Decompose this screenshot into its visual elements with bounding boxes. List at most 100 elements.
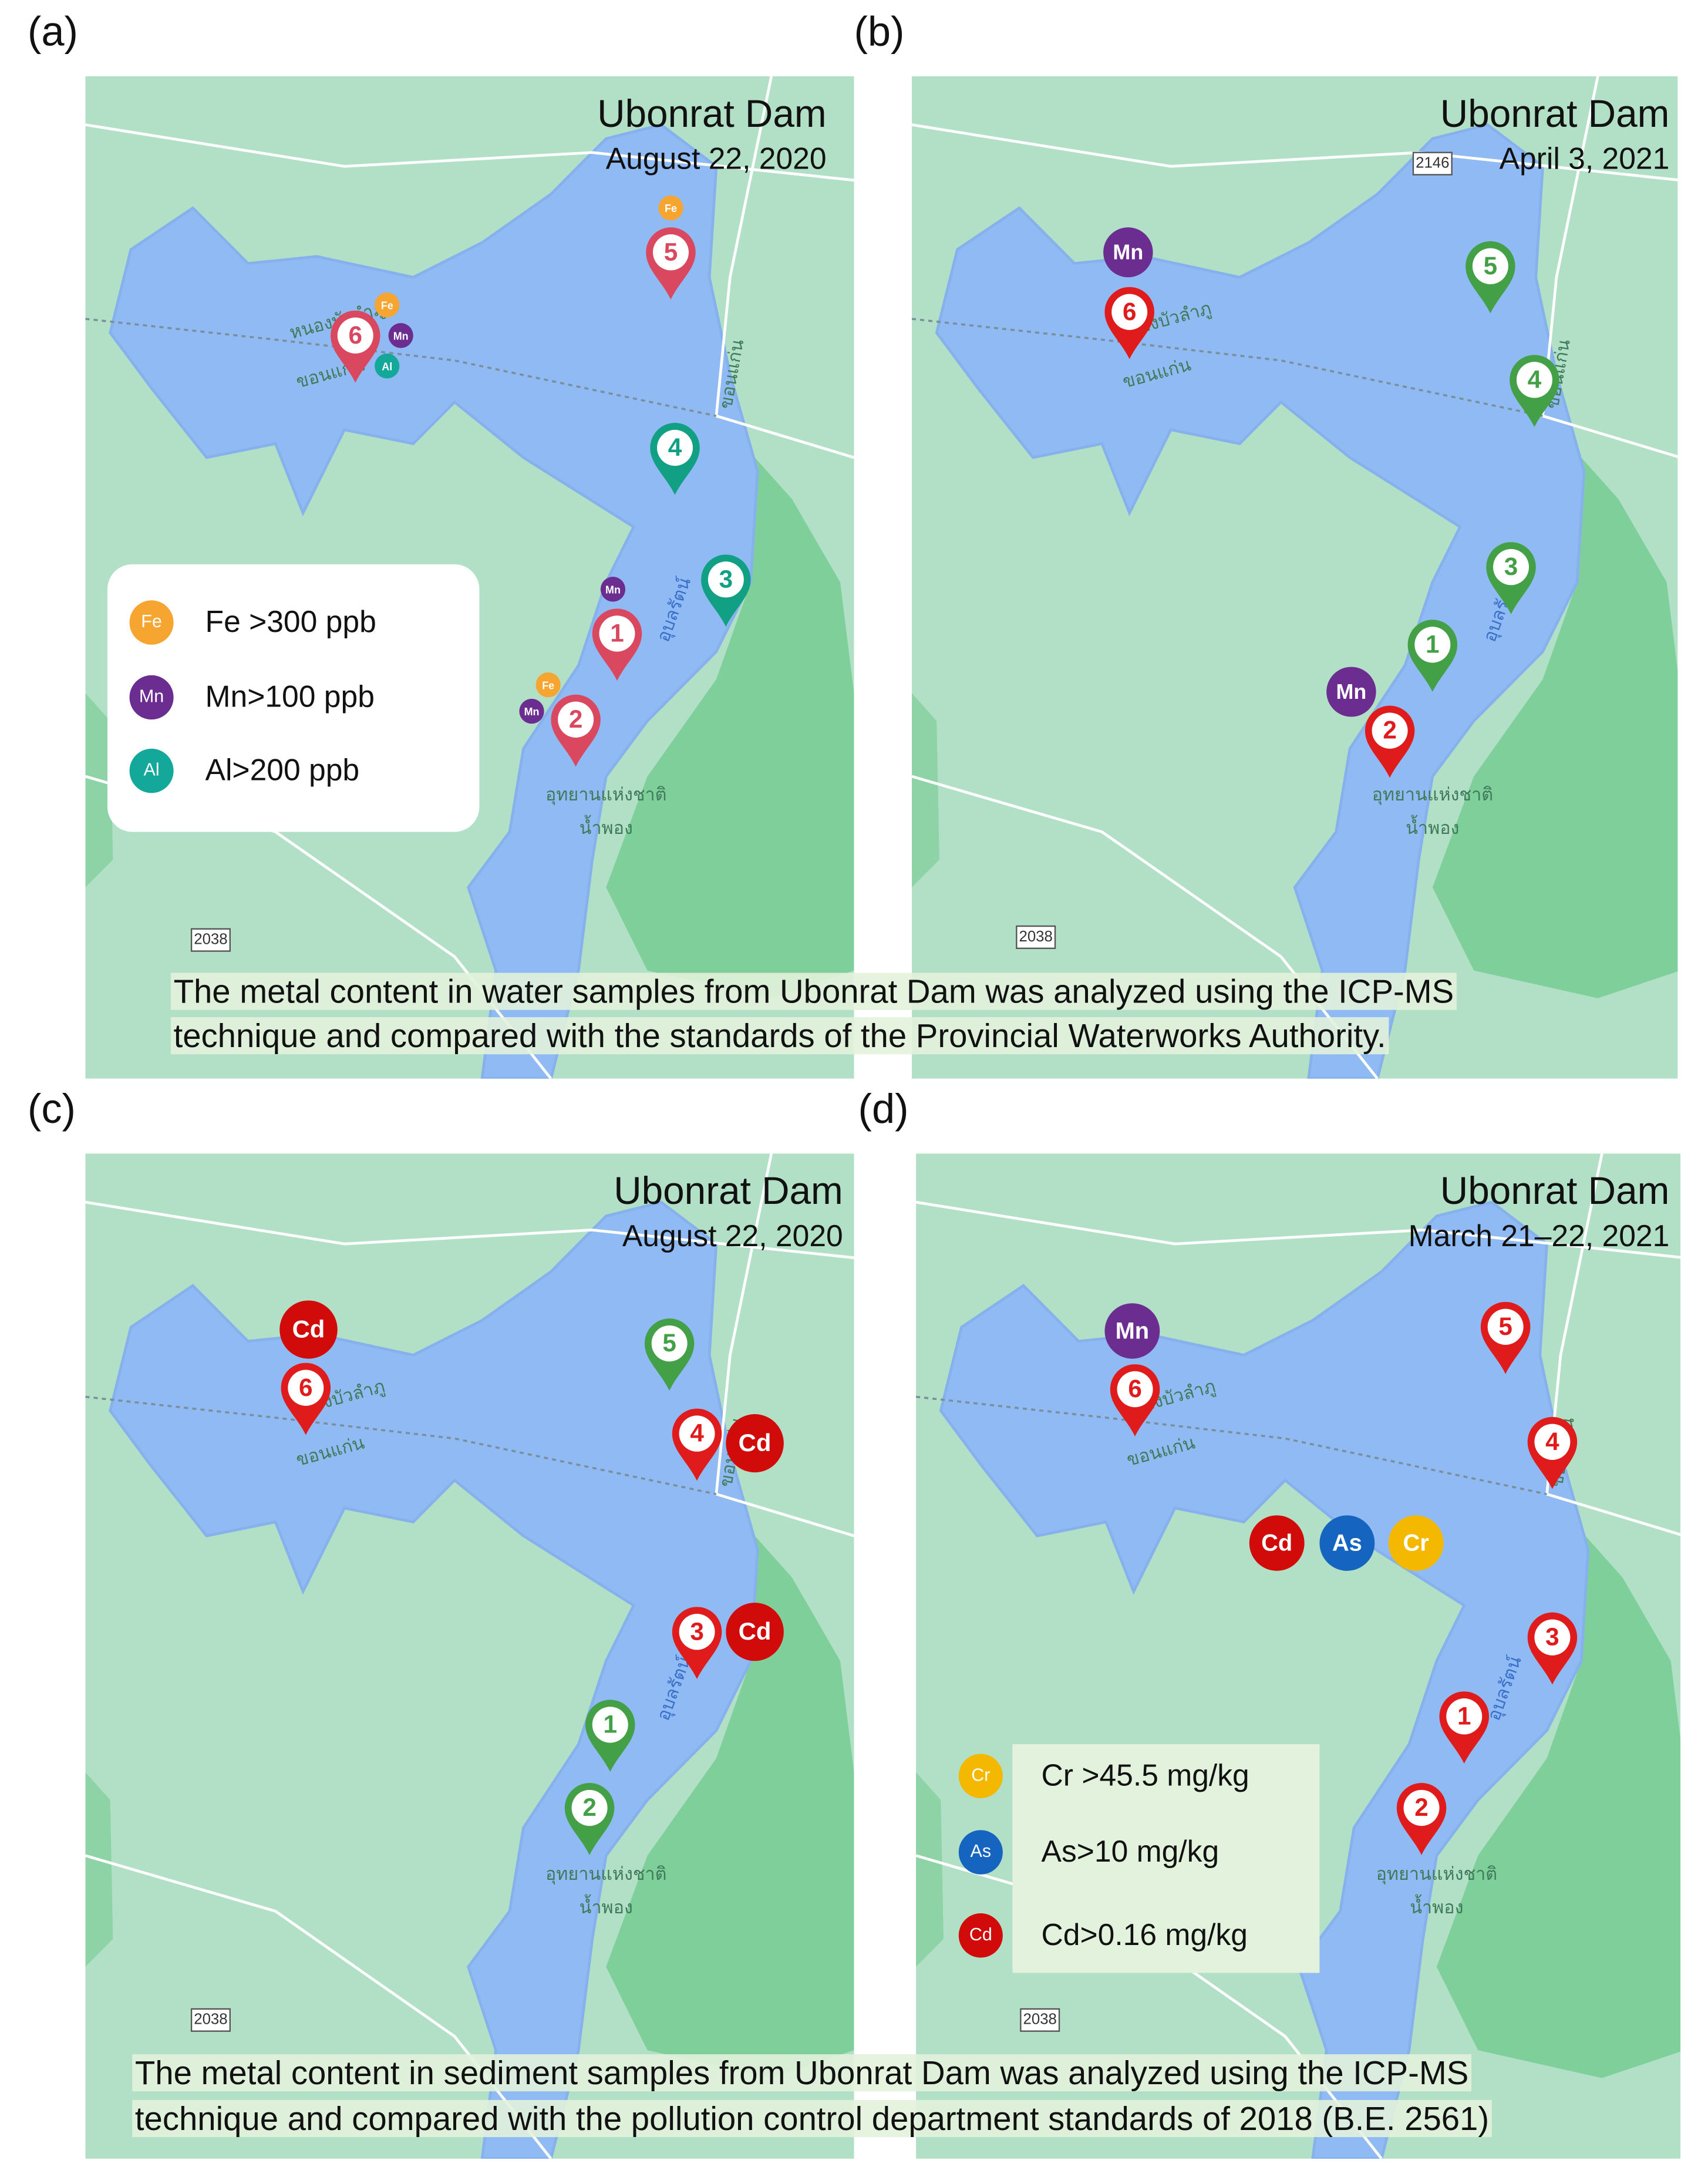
metal-badge-label: Fe (381, 300, 393, 311)
map-date: April 3, 2021 (1500, 141, 1670, 175)
panel-label: (b) (854, 8, 905, 55)
site-number: 4 (668, 433, 682, 461)
metal-badge (535, 672, 561, 698)
place-label: น้ำพอง (580, 815, 633, 838)
metal-badge (1319, 1515, 1375, 1571)
metal-badge-label: Mn (605, 584, 621, 595)
metal-badge-label: Mn (524, 706, 540, 718)
site-pin-inner (599, 615, 635, 652)
map-date: August 22, 2020 (606, 141, 827, 175)
forest (85, 1772, 113, 1967)
metal-badge (519, 698, 544, 724)
metal-badge (375, 292, 400, 318)
site-pin-inner (1534, 1619, 1571, 1655)
site-pin-inner (1516, 362, 1552, 398)
metal-badge-label: As (1332, 1530, 1362, 1556)
map: หนองบัวลำภูขอนแก่นอุบลรัตน์อุทยานแห่งชาต… (912, 76, 1678, 1079)
map-panel: หนองบัวลำภูขอนแก่นอุบลรัตน์อุทยานแห่งชาต… (85, 1153, 854, 2159)
caption-line: The metal content in water samples from … (174, 973, 1454, 1010)
legend-badge (958, 1913, 1003, 1958)
legend-text: Fe >300 ppb (206, 604, 376, 638)
metal-badge-label: Cd (739, 1429, 772, 1456)
map-title: Ubonrat Dam (1440, 1169, 1670, 1212)
road-shield (1412, 152, 1453, 176)
metal-badge-label: Fe (542, 679, 554, 691)
legend-text: As>10 mg/kg (1042, 1834, 1219, 1868)
forest (1436, 1536, 1681, 2078)
forest (916, 1772, 944, 1967)
site-pin-inner (1534, 1424, 1571, 1460)
site-pin-inner (1446, 1698, 1483, 1735)
legend-text: Cr >45.5 mg/kg (1042, 1758, 1249, 1792)
legend-badge (129, 675, 174, 720)
site-number: 6 (349, 321, 362, 349)
legend-text: Cd>0.16 mg/kg (1042, 1917, 1248, 1951)
metal-badge-label: Mn (1113, 240, 1143, 264)
metal-badge (658, 195, 683, 221)
site-number: 3 (690, 1617, 703, 1645)
road-number: 2038 (194, 931, 227, 947)
site-number: 4 (1545, 1428, 1559, 1455)
legend-badge-label: Fe (141, 611, 162, 631)
site-pin-inner (1493, 549, 1530, 586)
map-date: August 22, 2020 (622, 1219, 843, 1253)
site-pin-inner (571, 1789, 608, 1826)
site-number: 1 (1457, 1702, 1471, 1729)
caption-bg (170, 973, 1457, 1010)
site-pin-inner (679, 1415, 715, 1452)
map: หนองบัวลำภูขอนแก่นอุบลรัตน์อุทยานแห่งชาต… (85, 1153, 854, 2159)
place-label: อุทยานแห่งชาติ (1372, 785, 1493, 806)
site-number: 5 (1484, 252, 1497, 280)
metal-badge (600, 577, 626, 602)
site-number: 6 (1123, 298, 1136, 325)
legend-badge (958, 1830, 1003, 1875)
caption-bg (132, 2099, 1492, 2138)
boundary (85, 1395, 717, 1495)
site-pin-inner (337, 317, 373, 354)
metal-badge (1388, 1515, 1444, 1571)
legend-badge-label: Cr (971, 1765, 990, 1785)
place-label: อุทยานแห่งชาติ (1376, 1864, 1497, 1885)
site-pin-inner (558, 701, 594, 738)
metal-badge (375, 354, 400, 379)
road (715, 76, 854, 459)
site-pin-inner (288, 1369, 324, 1406)
site-pin-inner (592, 1707, 628, 1743)
legend-badge-label: As (971, 1841, 992, 1861)
site-pin-inner (652, 234, 689, 271)
site-pin-inner (1403, 1789, 1440, 1826)
map-title: Ubonrat Dam (614, 1169, 843, 1212)
metal-badge (726, 1414, 784, 1473)
caption-bg (132, 2054, 1471, 2092)
metal-badge-label: Cd (1261, 1530, 1292, 1556)
site-number: 5 (1498, 1313, 1512, 1340)
caption-line: The metal content in sediment samples fr… (135, 2054, 1468, 2091)
place-label: อุทยานแห่งชาติ (545, 1864, 666, 1885)
lake (935, 123, 1586, 1079)
site-number: 2 (1414, 1794, 1428, 1821)
site-number: 5 (664, 238, 678, 265)
site-pin-inner (1414, 627, 1451, 663)
road-shield (190, 928, 231, 952)
site-pin-inner (679, 1614, 715, 1650)
place-label: น้ำพอง (580, 1894, 633, 1917)
site-pin-inner (1111, 294, 1148, 330)
road (85, 1200, 854, 1260)
metal-badge-label: Cr (1403, 1530, 1429, 1556)
map-panel: หนองบัวลำภูขอนแก่นอุบลรัตน์อุทยานแห่งชาต… (912, 76, 1678, 1079)
site-number: 5 (662, 1329, 676, 1357)
road-number: 2038 (194, 2011, 227, 2028)
metal-badge-label: Mn (1116, 1318, 1150, 1344)
site-number: 2 (1383, 716, 1396, 744)
site-pin-inner (657, 429, 693, 466)
road-shield (1020, 2008, 1060, 2032)
road-number: 2038 (1023, 2011, 1057, 2028)
road (715, 1153, 854, 1537)
map-title: Ubonrat Dam (1440, 92, 1670, 135)
metal-badge-label: Mn (1336, 679, 1366, 704)
legend-badge (129, 748, 174, 793)
site-number: 1 (1426, 630, 1439, 658)
metal-badge (726, 1603, 784, 1661)
